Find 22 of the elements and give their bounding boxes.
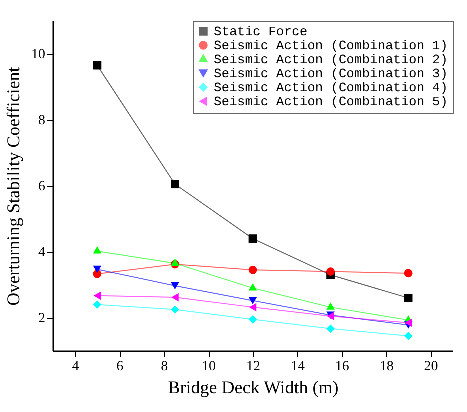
legend-label: Seismic Action (Combination 5) bbox=[214, 94, 448, 110]
x-tick-label: 14 bbox=[290, 360, 305, 374]
x-tick-label: 6 bbox=[116, 360, 124, 374]
y-tick-label: 6 bbox=[38, 180, 46, 194]
x-tick-label: 8 bbox=[161, 360, 168, 374]
legend-label: Seismic Action (Combination 1) bbox=[214, 38, 448, 54]
x-tick-label: 16 bbox=[335, 360, 350, 374]
y-tick-label: 2 bbox=[38, 312, 46, 326]
x-tick-label: 18 bbox=[380, 360, 394, 374]
y-tick-label: 4 bbox=[38, 246, 46, 260]
legend-label: Seismic Action (Combination 2) bbox=[214, 52, 448, 68]
legend-label: Seismic Action (Combination 4) bbox=[214, 80, 448, 96]
y-tick-label: 8 bbox=[38, 114, 46, 128]
x-tick-label: 20 bbox=[424, 360, 438, 374]
x-tick-label: 4 bbox=[72, 360, 80, 374]
legend-label: Static Force bbox=[214, 24, 308, 40]
y-axis-title: Overturning Stability Coefficient bbox=[4, 67, 24, 306]
y-tick-label: 10 bbox=[32, 48, 46, 62]
x-axis-title: Bridge Deck Width (m) bbox=[168, 378, 339, 398]
x-tick-label: 10 bbox=[202, 360, 216, 374]
x-tick-label: 12 bbox=[246, 360, 260, 374]
legend-label: Seismic Action (Combination 3) bbox=[214, 66, 448, 82]
